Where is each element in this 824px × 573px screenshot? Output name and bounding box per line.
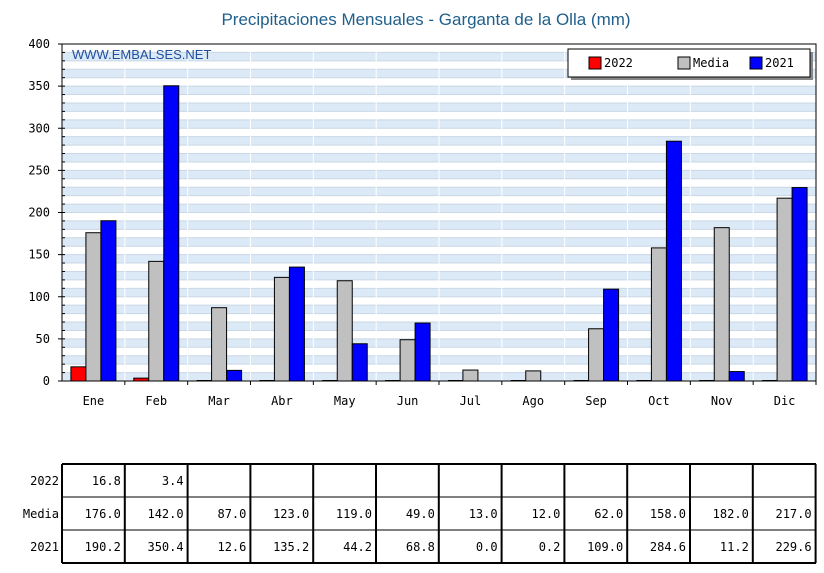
- table-row-label: Media: [23, 507, 59, 521]
- table-cell: 16.8: [92, 474, 121, 488]
- y-tick-label: 50: [36, 332, 50, 346]
- x-tick-label: Mar: [208, 394, 230, 408]
- bar-2021-Dic: [791, 187, 808, 382]
- x-tick-label: Nov: [711, 394, 733, 408]
- legend-swatch-Media: [677, 56, 691, 70]
- x-tick-label: Ene: [83, 394, 105, 408]
- legend: 2022 Media 2021: [567, 48, 813, 80]
- x-axis-ticks: Ene Feb Mar Abr May Jun Jul Ago Sep Oct Nov Dic: [83, 381, 817, 408]
- bar-2021-Abr: [288, 266, 305, 382]
- x-tick-label: Dic: [774, 394, 796, 408]
- y-tick-label: 400: [28, 37, 50, 51]
- bar-Media-Oct: [650, 247, 667, 382]
- y-tick-label: 100: [28, 290, 50, 304]
- bar-Media-Ene: [85, 232, 102, 382]
- table-row-label: 2022: [30, 474, 59, 488]
- watermark-text: WWW.EMBALSES.NET: [72, 47, 211, 62]
- x-tick-label: May: [334, 394, 356, 408]
- bar-2021-Feb: [163, 85, 180, 382]
- legend-swatch-2021: [749, 56, 763, 70]
- bars: [70, 85, 808, 382]
- bar-Media-Jun: [399, 339, 416, 382]
- table-cell: 68.8: [406, 540, 435, 554]
- table-cell: 49.0: [406, 507, 435, 521]
- table-cell: 12.0: [531, 507, 560, 521]
- bar-Media-May: [336, 280, 353, 382]
- bar-Media-Nov: [713, 227, 730, 382]
- grid-lines: [62, 44, 816, 381]
- chart-title: Precipitaciones Mensuales - Garganta de …: [221, 10, 630, 29]
- table-cell: 182.0: [713, 507, 749, 521]
- x-tick-label: Oct: [648, 394, 670, 408]
- y-tick-label: 250: [28, 163, 50, 177]
- bar-2021-Nov: [728, 371, 745, 382]
- y-tick-label: 200: [28, 206, 50, 220]
- table-cell: 62.0: [594, 507, 623, 521]
- bar-2021-Jun: [414, 322, 431, 382]
- legend-box: [567, 48, 811, 78]
- y-axis-ticks: 0 50 100 150 200 250 300 350 400: [28, 37, 65, 388]
- bar-Media-Mar: [211, 307, 228, 382]
- table-cell: 142.0: [147, 507, 183, 521]
- bar-Media-Sep: [588, 328, 605, 382]
- bar-Media-Ago: [525, 370, 542, 382]
- table-cell: 350.4: [147, 540, 183, 554]
- table-cell: 158.0: [650, 507, 686, 521]
- bar-2021-Mar: [226, 369, 243, 382]
- bar-2021-Ene: [100, 220, 117, 382]
- table-cell: 3.4: [162, 474, 184, 488]
- legend-swatch-2022: [588, 56, 602, 70]
- table-cell: 229.6: [775, 540, 811, 554]
- legend-label-2021: 2021: [765, 56, 794, 70]
- bar-2021-Sep: [603, 288, 620, 382]
- bar-Media-Jul: [462, 369, 479, 382]
- table-cell: 190.2: [85, 540, 121, 554]
- table-cell: 11.2: [720, 540, 749, 554]
- table-cell: 87.0: [217, 507, 246, 521]
- table-cell: 12.6: [217, 540, 246, 554]
- bar-Media-Dic: [776, 197, 793, 382]
- table-cell: 0.2: [539, 540, 561, 554]
- y-tick-label: 0: [43, 374, 50, 388]
- x-tick-label: Jun: [397, 394, 419, 408]
- table-row-label: 2021: [30, 540, 59, 554]
- table-cell: 135.2: [273, 540, 309, 554]
- bar-Media-Abr: [273, 276, 290, 382]
- table-cell: 123.0: [273, 507, 309, 521]
- table-cell: 176.0: [85, 507, 121, 521]
- x-tick-label: Feb: [145, 394, 167, 408]
- bar-2021-Oct: [665, 140, 682, 382]
- table-cell: 284.6: [650, 540, 686, 554]
- table-cell: 13.0: [469, 507, 498, 521]
- table-cell: 44.2: [343, 540, 372, 554]
- table-cell: 217.0: [775, 507, 811, 521]
- table-cell: 109.0: [587, 540, 623, 554]
- data-table: 2022 16.8 3.4 Media 176.0 142.0 87.0 123.0 119.0…: [23, 463, 817, 564]
- bar-2022-Ene: [70, 366, 87, 382]
- x-tick-label: Abr: [271, 394, 293, 408]
- x-tick-label: Jul: [460, 394, 482, 408]
- bar-Media-Feb: [148, 260, 165, 382]
- table-cell: 119.0: [336, 507, 372, 521]
- y-tick-label: 300: [28, 121, 50, 135]
- y-tick-label: 350: [28, 79, 50, 93]
- x-tick-label: Sep: [585, 394, 607, 408]
- table-cell: 0.0: [476, 540, 498, 554]
- legend-label-Media: Media: [693, 56, 729, 70]
- x-tick-label: Ago: [522, 394, 544, 408]
- y-tick-label: 150: [28, 248, 50, 262]
- bar-2021-May: [351, 343, 368, 382]
- legend-label-2022: 2022: [604, 56, 633, 70]
